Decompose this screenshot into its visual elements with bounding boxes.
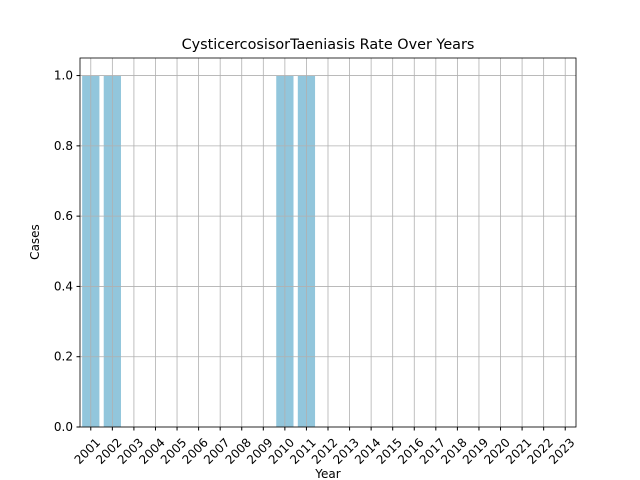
chart-title: CysticercosisorTaeniasis Rate Over Years <box>182 37 475 53</box>
plot-frame <box>79 57 577 428</box>
y-tick-label: 0.2 <box>54 350 73 364</box>
y-tick-label: 1.0 <box>54 69 73 83</box>
x-axis-label: Year <box>314 467 340 480</box>
y-axis-label: Cases <box>28 224 42 260</box>
y-tick-label: 0.8 <box>54 139 73 153</box>
y-tick-label: 0.4 <box>54 279 73 293</box>
y-tick-label: 0.0 <box>54 420 73 434</box>
grid <box>80 58 576 428</box>
y-tick-label: 0.6 <box>54 209 73 223</box>
